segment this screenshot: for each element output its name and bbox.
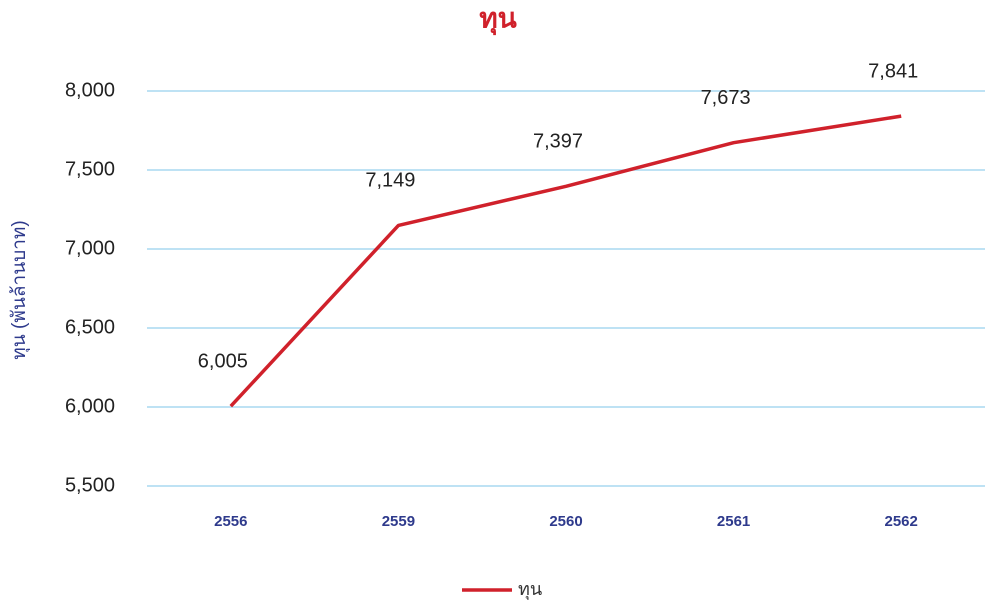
y-tick-label: 7,500	[65, 158, 115, 180]
chart-title: ทุน	[479, 2, 517, 35]
line	[229, 114, 902, 408]
x-tick-label: 2556	[214, 513, 247, 530]
y-tick-label: 8,000	[65, 79, 115, 101]
y-tick-label: 6,500	[65, 316, 115, 338]
x-tick-label: 2561	[717, 513, 750, 530]
x-tick-label: 2562	[885, 513, 918, 530]
data-label: 7,149	[365, 170, 415, 192]
data-label: 7,673	[701, 87, 751, 109]
y-tick-label: 5,500	[65, 474, 115, 496]
data-label: 7,841	[868, 60, 918, 82]
data-label: 6,005	[198, 350, 248, 372]
x-tick-label: 2559	[382, 513, 415, 530]
y-axis-label: ทุน (พันล้านบาท)	[9, 220, 31, 360]
x-tick-label: 2560	[549, 513, 582, 530]
y-tick-label: 7,000	[65, 237, 115, 259]
legend-label: ทุน	[518, 579, 542, 600]
y-tick-label: 6,000	[65, 395, 115, 417]
data-label: 7,397	[533, 131, 583, 153]
